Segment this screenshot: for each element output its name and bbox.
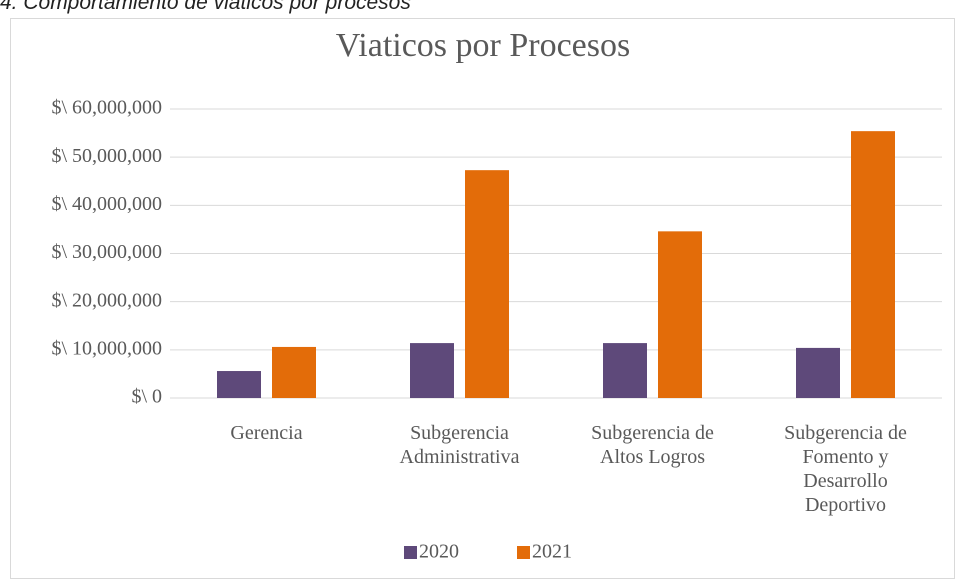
bar (465, 170, 509, 398)
y-tick-label: $\ 50,000,000 (51, 145, 162, 167)
y-tick-label: $\ 30,000,000 (51, 241, 162, 263)
legend-swatch (404, 546, 417, 559)
legend-swatch (517, 546, 530, 559)
bar (272, 346, 316, 398)
x-tick-label: Gerencia (230, 422, 303, 444)
legend-label: 2020 (419, 541, 459, 563)
y-tick-label: $\ 20,000,000 (51, 289, 162, 311)
y-tick-label: $\ 10,000,000 (51, 337, 162, 359)
y-tick-label: $\ 60,000,000 (51, 97, 162, 119)
y-tick-label: $\ 0 (131, 386, 162, 408)
bar (603, 343, 647, 398)
y-tick-label: $\ 40,000,000 (51, 193, 162, 215)
bar (410, 343, 454, 398)
bar (658, 231, 702, 398)
chart-title: Viaticos por Procesos (336, 27, 630, 64)
x-tick-label: Subgerencia Administrativa (399, 422, 520, 468)
x-tick-label: Subgerencia de Altos Logros (591, 422, 714, 468)
bar (217, 371, 261, 398)
x-tick-label: Subgerencia de Fomento y Desarrollo Depo… (784, 422, 907, 516)
legend-label: 2021 (532, 541, 572, 563)
figure-caption: 4. Comportamiento de viaticos por proces… (0, 0, 411, 14)
bar (851, 131, 895, 398)
bar (796, 347, 840, 398)
